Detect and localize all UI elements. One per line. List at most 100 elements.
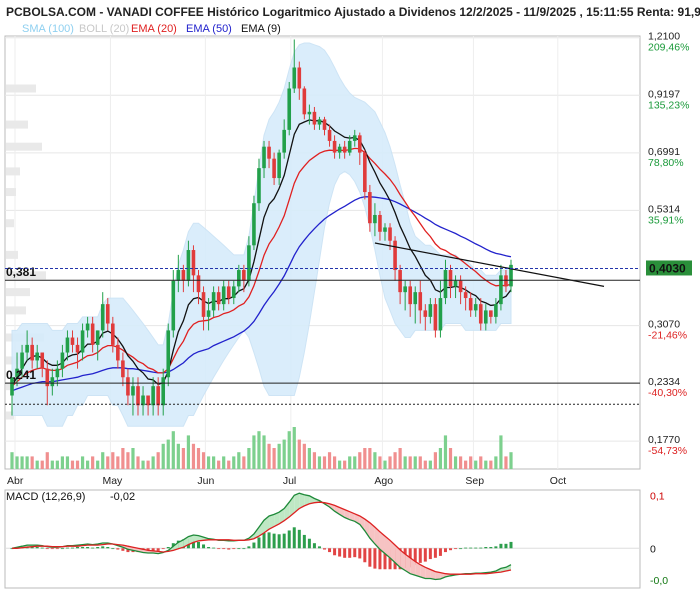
volume-bar [398, 448, 402, 469]
month-label-1: May [102, 475, 123, 487]
macd-fill [299, 493, 305, 509]
macd-histogram-bar [76, 546, 80, 549]
volume-bar [448, 448, 453, 469]
candle-body [322, 119, 327, 130]
candle-body [463, 292, 468, 299]
macd-histogram-bar [207, 546, 211, 549]
volume-bar [40, 460, 44, 469]
macd-histogram-bar [262, 533, 266, 549]
volume-bar [196, 448, 201, 469]
month-label-6: Oct [550, 475, 566, 487]
macd-histogram-bar [81, 546, 85, 549]
macd-histogram-bar [106, 546, 110, 549]
macd-histogram-bar [65, 547, 69, 549]
volume-bar [489, 460, 493, 469]
candle-body [418, 292, 423, 311]
macd-tick-2: -0,0 [650, 575, 668, 587]
candle-body [211, 292, 216, 311]
macd-histogram-bar [499, 543, 503, 549]
candle-body [156, 386, 160, 406]
candle-body [136, 386, 140, 406]
chart-title: PCBOLSA.COM - VANADI COFFEE Histórico Lo… [6, 5, 700, 19]
macd-histogram-bar [418, 548, 422, 563]
candle-body [504, 275, 508, 287]
candle-body [453, 280, 458, 287]
candle-body [332, 140, 337, 153]
candle-body [226, 286, 231, 299]
signal-line [12, 501, 512, 575]
candle-body [413, 292, 418, 305]
macd-histogram-bar [70, 547, 74, 549]
month-label-2: Jun [197, 475, 214, 487]
macd-histogram-bar [101, 546, 105, 549]
candle-body [262, 146, 266, 169]
candle-body [327, 129, 332, 141]
volume-bar [307, 448, 311, 469]
candle-body [25, 344, 29, 353]
price-pct-0: 209,46% [648, 42, 689, 54]
candle-body [75, 344, 80, 353]
volume-bar [322, 456, 327, 469]
volume-bar [403, 456, 407, 469]
price-tick-6: 0,1770 [648, 434, 680, 446]
volume-bar [504, 456, 508, 469]
volume-bar [212, 456, 216, 469]
volume-bar [141, 460, 145, 469]
volume-bar [252, 435, 256, 469]
volume-bar [332, 456, 337, 469]
candle-body [171, 280, 176, 331]
macd-histogram-bar [323, 548, 327, 550]
volume-bar [484, 460, 488, 469]
volume-bar [227, 460, 231, 469]
macd-histogram-bar [469, 547, 473, 549]
macd-histogram-bar [428, 548, 432, 560]
macd-histogram-bar [509, 541, 513, 549]
candle-body [116, 344, 120, 361]
macd-histogram-bar [287, 530, 291, 549]
macd-tick-1: 0 [650, 543, 656, 555]
volume-bar [343, 460, 347, 469]
macd-histogram-bar [55, 548, 59, 550]
macd-value: -0,02 [110, 491, 135, 503]
volume-bar [15, 456, 19, 469]
volume-bar [262, 435, 266, 469]
macd-histogram-bar [504, 543, 508, 549]
candle-body [126, 377, 130, 396]
candle-body [186, 250, 191, 281]
price-plot [4, 35, 641, 470]
volume-bar [65, 456, 70, 469]
volume-bar [136, 456, 140, 469]
volume-bar [206, 456, 211, 469]
candle-body [257, 168, 261, 204]
candle-body [267, 146, 271, 159]
macd-histogram-bar [312, 543, 316, 549]
candle-body [499, 275, 503, 305]
volume-bar [166, 439, 170, 469]
volume-bar [217, 460, 221, 469]
volume-bar [131, 448, 135, 469]
macd-histogram-bar [368, 548, 372, 567]
macd-histogram-bar [242, 548, 246, 550]
volume-bar [327, 452, 332, 469]
volume-bar [171, 431, 175, 469]
price-pct-1: 135,23% [648, 99, 689, 111]
macd-histogram-bar [489, 546, 493, 549]
macd-frame [4, 489, 641, 589]
volume-bar [96, 460, 100, 469]
macd-histogram-bar [484, 546, 488, 549]
macd-histogram-bar [454, 548, 458, 550]
volume-bar [222, 456, 226, 469]
candle-body [342, 146, 347, 153]
volume-bar [35, 460, 39, 469]
volume-bar [413, 456, 417, 469]
candle-body [247, 245, 251, 281]
volume-bar [25, 456, 29, 469]
candle-body [100, 304, 105, 331]
candle-body [70, 337, 75, 345]
candle-body [393, 240, 397, 271]
volume-bar [277, 443, 281, 469]
volume-bar [86, 460, 90, 469]
candle-body [176, 270, 181, 281]
volume-bar [91, 456, 95, 469]
macd-histogram-bar [217, 548, 221, 550]
